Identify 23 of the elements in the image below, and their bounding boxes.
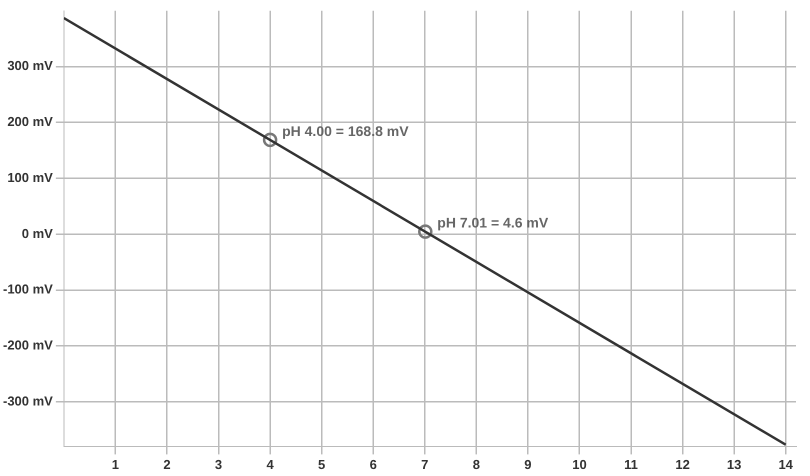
y-tick-label: 0 mV: [22, 226, 54, 241]
x-tick-label: 2: [163, 456, 171, 472]
x-tick-label: 4: [266, 456, 274, 472]
x-tick-label: 8: [472, 456, 480, 472]
x-tick-label: 7: [421, 456, 428, 472]
x-tick-label: 12: [675, 456, 690, 472]
annotation: pH 4.00 = 168.8 mV: [282, 122, 410, 139]
x-tick-label: 10: [572, 456, 587, 472]
y-tick-label: 200 mV: [7, 114, 54, 130]
y-tick-label: 100 mV: [7, 170, 54, 185]
x-tick-label: 11: [624, 456, 638, 472]
y-tick-label: 300 mV: [7, 58, 54, 74]
x-tick-label: 13: [726, 456, 742, 472]
y-tick-label: -200 mV: [2, 337, 54, 352]
x-tick-label: 6: [370, 456, 377, 472]
x-tick-label: 1: [112, 456, 120, 472]
y-tick-label: -300 mV: [2, 393, 54, 408]
x-tick-label: 9: [524, 456, 532, 472]
x-tick-label: 14: [778, 456, 794, 472]
y-tick-label: -100 mV: [2, 282, 54, 297]
x-tick-label: 5: [318, 456, 326, 472]
x-tick-label: 3: [214, 456, 222, 472]
annotation: pH 7.01 = 4.6 mV: [437, 214, 549, 230]
